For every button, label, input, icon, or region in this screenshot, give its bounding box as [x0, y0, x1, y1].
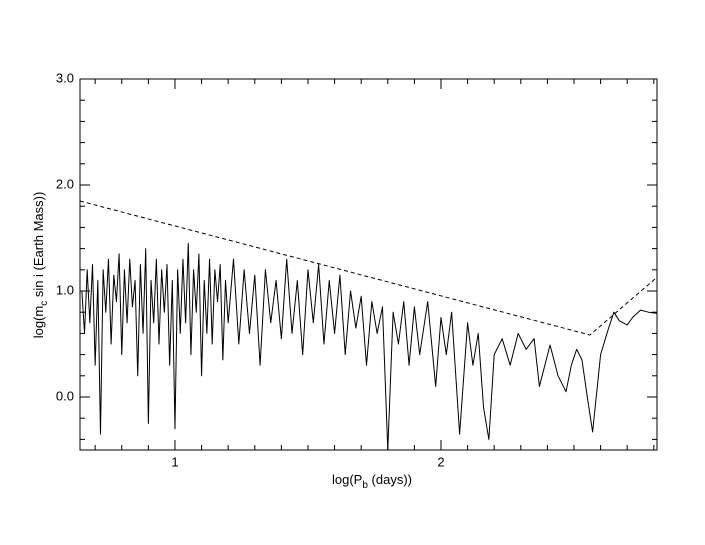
- y-tick-label: 1.0: [56, 282, 74, 297]
- plot-frame: [79, 78, 658, 451]
- dashed-line: [80, 200, 657, 336]
- data-line: [81, 242, 657, 450]
- y-tick-label: 3.0: [56, 70, 74, 85]
- y-tick-label: 2.0: [56, 176, 74, 191]
- x-axis-label: log(Pb (days)): [332, 472, 412, 490]
- y-tick-label: 0.0: [56, 388, 74, 403]
- x-tick-label: 1: [171, 454, 178, 469]
- y-axis-label: log(mc sin i (Earth Mass)): [31, 192, 49, 339]
- x-tick-label: 2: [437, 454, 444, 469]
